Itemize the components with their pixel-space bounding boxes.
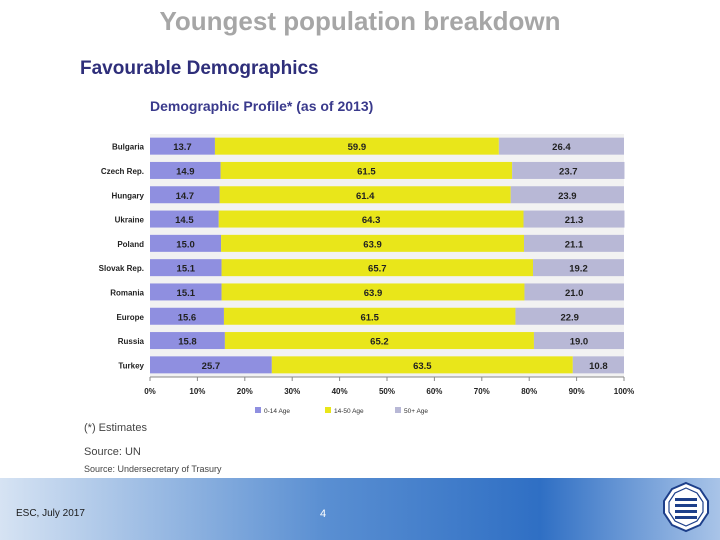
legend-label: 50+ Age [404, 408, 428, 415]
bank-association-logo-icon [663, 481, 709, 533]
source-un: Source: UN [84, 446, 141, 458]
section-heading: Favourable Demographics [80, 58, 319, 79]
bar-segment [515, 307, 624, 325]
bar-segment [224, 332, 534, 350]
bar-segment [271, 356, 573, 374]
bar-segment [533, 332, 624, 350]
bar-segment [572, 356, 624, 374]
data-label: 21.1 [565, 239, 584, 250]
category-label: Russia [118, 337, 145, 346]
data-label: 22.9 [560, 312, 579, 323]
data-label: 25.7 [202, 361, 221, 372]
bar-segment [150, 137, 215, 155]
data-label: 63.5 [413, 361, 432, 372]
data-label: 59.9 [348, 142, 367, 153]
data-label: 15.1 [177, 288, 196, 299]
data-label: 63.9 [363, 239, 382, 250]
page-number: 4 [320, 508, 327, 520]
x-tick-label: 30% [284, 387, 300, 396]
estimates-note: (*) Estimates [84, 422, 147, 434]
bar-segment [150, 186, 220, 204]
bar-segment [523, 210, 625, 228]
x-tick-label: 90% [569, 387, 585, 396]
bar-segment [150, 161, 221, 179]
footer-date: ESC, July 2017 [16, 508, 85, 519]
legend-label: 14-50 Age [334, 408, 364, 415]
bar-segment [218, 210, 524, 228]
bar-segment [150, 234, 222, 252]
x-tick-label: 70% [474, 387, 490, 396]
x-tick-label: 60% [426, 387, 442, 396]
category-label: Hungary [112, 191, 145, 200]
bar-segment [221, 234, 524, 252]
bar-segment [219, 186, 511, 204]
data-label: 15.1 [177, 264, 196, 275]
source-treasury: Source: Undersecretary of Trasury [84, 464, 222, 474]
bar-segment [223, 307, 516, 325]
demographic-chart: Bulgaria 13.7 59.9 26.4 Czech Rep. 14.9 61.5 23… [99, 134, 634, 415]
x-tick-label: 20% [237, 387, 253, 396]
data-label: 21.0 [565, 288, 584, 299]
bar-segment [150, 210, 219, 228]
data-label: 65.7 [368, 264, 387, 275]
bar-segment [512, 161, 625, 179]
category-label: Slovak Rep. [99, 264, 144, 273]
data-label: 61.5 [357, 166, 376, 177]
data-label: 23.7 [559, 166, 578, 177]
footer-bar: ESC, July 2017 4 [0, 478, 720, 540]
slide-title: Youngest population breakdown [159, 6, 561, 36]
category-label: Romania [110, 288, 144, 297]
data-label: 61.4 [356, 191, 375, 202]
x-tick-label: 0% [144, 387, 156, 396]
bar-segment [220, 161, 513, 179]
data-label: 63.9 [364, 288, 383, 299]
data-label: 61.5 [360, 312, 379, 323]
data-label: 15.6 [178, 312, 197, 323]
legend-swatch [255, 407, 261, 413]
x-tick-label: 80% [521, 387, 537, 396]
x-tick-label: 10% [189, 387, 205, 396]
data-label: 64.3 [362, 215, 381, 226]
data-label: 19.2 [569, 264, 588, 275]
bar-segment [150, 283, 222, 301]
data-label: 13.7 [173, 142, 192, 153]
category-label: Europe [116, 313, 144, 322]
bar-segment [532, 259, 624, 277]
x-tick-label: 50% [379, 387, 395, 396]
bar-segment [523, 234, 624, 252]
data-label: 14.5 [175, 215, 194, 226]
data-label: 14.9 [176, 166, 195, 177]
data-label: 65.2 [370, 337, 389, 348]
data-label: 23.9 [558, 191, 577, 202]
data-label: 15.0 [176, 239, 195, 250]
data-label: 19.0 [570, 337, 589, 348]
data-label: 26.4 [552, 142, 571, 153]
category-label: Poland [117, 240, 144, 249]
x-tick-label: 100% [614, 387, 634, 396]
legend-swatch [325, 407, 331, 413]
bar-segment [150, 259, 222, 277]
legend-label: 0-14 Age [264, 408, 290, 415]
data-label: 15.8 [178, 337, 197, 348]
category-label: Bulgaria [112, 143, 145, 152]
bar-segment [150, 356, 272, 374]
bar-segment [221, 283, 525, 301]
x-tick-label: 40% [332, 387, 348, 396]
bar-segment [510, 186, 624, 204]
category-label: Turkey [118, 361, 144, 370]
data-label: 10.8 [589, 361, 608, 372]
legend-swatch [395, 407, 401, 413]
chart-title: Demographic Profile* (as of 2013) [150, 98, 374, 114]
category-label: Czech Rep. [101, 167, 144, 176]
bar-segment [214, 137, 499, 155]
data-label: 21.3 [565, 215, 584, 226]
bar-segment [498, 137, 624, 155]
bar-segment [150, 307, 224, 325]
bar-segment [221, 259, 533, 277]
data-label: 14.7 [176, 191, 195, 202]
bar-segment [150, 332, 225, 350]
bar-segment [524, 283, 624, 301]
category-label: Ukraine [115, 216, 145, 225]
